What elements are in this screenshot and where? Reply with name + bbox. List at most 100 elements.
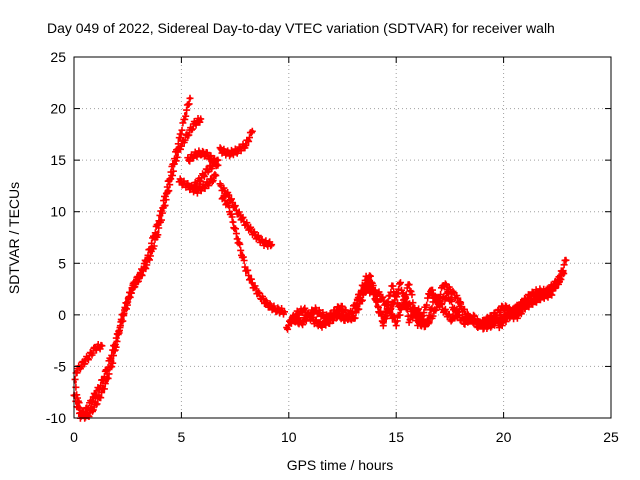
y-tick-label: -5: [54, 358, 67, 374]
data-point: [231, 220, 235, 224]
data-point: [390, 284, 394, 288]
data-point: [338, 304, 343, 309]
data-point: [450, 318, 454, 322]
data-point: [282, 310, 287, 314]
data-point: [192, 184, 197, 188]
data-point: [557, 280, 562, 284]
data-point: [209, 179, 214, 183]
data-point: [192, 122, 197, 126]
data-point: [514, 306, 519, 311]
plot-frame: [73, 56, 612, 419]
data-point: [441, 282, 446, 286]
data-point: [415, 321, 420, 325]
x-tick-label: 20: [496, 429, 512, 445]
x-tick-label: 10: [281, 429, 297, 445]
data-point: [198, 176, 203, 181]
x-axis-title: GPS time / hours: [287, 457, 394, 473]
data-point: [100, 344, 104, 348]
series-track-a: [72, 341, 106, 377]
data-point: [179, 142, 184, 147]
data-point: [531, 297, 536, 302]
data-point: [220, 194, 224, 198]
data-point: [235, 209, 239, 214]
data-point: [564, 258, 568, 263]
data-point: [428, 287, 433, 291]
data-point: [226, 194, 231, 198]
data-point: [355, 297, 360, 302]
data-point: [454, 313, 459, 317]
data-point: [398, 282, 403, 286]
data-point: [177, 179, 182, 183]
point-marks: [70, 115, 205, 422]
data-point: [364, 287, 368, 291]
data-point: [325, 316, 330, 320]
y-tick-label: 10: [50, 204, 66, 220]
data-point: [265, 302, 270, 307]
data-point: [501, 304, 506, 309]
data-point: [471, 315, 476, 319]
data-point: [463, 320, 467, 324]
series-track-e: [184, 147, 222, 170]
point-marks: [216, 180, 276, 250]
data-point: [188, 96, 192, 101]
data-point: [168, 179, 173, 183]
data-point: [394, 321, 399, 325]
data-point: [74, 369, 78, 374]
series-track-g: [216, 127, 256, 160]
data-point: [441, 307, 446, 312]
data-point: [424, 323, 429, 328]
data-point: [162, 204, 166, 209]
x-tick-label: 15: [388, 429, 404, 445]
data-point: [93, 346, 98, 350]
data-point: [351, 318, 356, 322]
data-point: [244, 266, 248, 271]
data-point: [480, 325, 484, 330]
data-point: [194, 189, 199, 193]
data-point: [211, 162, 216, 167]
data-point: [488, 323, 493, 328]
data-point: [284, 326, 289, 331]
point-marks: [218, 193, 288, 318]
data-point: [226, 152, 231, 156]
series-track-h: [216, 180, 276, 250]
data-point: [514, 315, 519, 319]
data-point: [186, 184, 190, 188]
data-point: [523, 302, 527, 307]
data-point: [89, 352, 93, 356]
chart-title: Day 049 of 2022, Sidereal Day-to-day VTE…: [47, 20, 555, 36]
data-point: [250, 129, 255, 134]
data-point: [216, 158, 220, 162]
data-point: [244, 142, 248, 147]
data-point: [261, 240, 265, 245]
data-point: [198, 151, 203, 155]
data-point: [149, 251, 154, 255]
data-point: [78, 414, 83, 418]
data-point: [117, 328, 121, 333]
data-point: [364, 277, 368, 281]
data-point: [289, 316, 293, 320]
data-points: [70, 94, 570, 422]
data-point: [312, 307, 317, 312]
data-point: [458, 304, 463, 309]
data-point: [299, 321, 304, 325]
data-point: [85, 407, 89, 412]
x-axis-ticks: 0 5 10 15 20 25: [70, 57, 619, 445]
data-point: [235, 235, 239, 240]
data-point: [250, 282, 255, 286]
series-track-m: [495, 277, 563, 332]
series-track-f: [190, 156, 222, 189]
data-point: [540, 293, 545, 298]
y-tick-label: 0: [58, 307, 66, 323]
data-point: [78, 364, 83, 369]
series-track-c: [70, 115, 205, 422]
point-marks: [71, 94, 194, 422]
x-tick-label: 5: [178, 429, 186, 445]
data-point: [183, 111, 188, 116]
data-point: [381, 321, 386, 325]
y-tick-label: 15: [50, 152, 66, 168]
data-point: [110, 349, 115, 353]
data-point: [203, 184, 207, 188]
data-point: [458, 300, 463, 305]
data-point: [104, 369, 108, 374]
